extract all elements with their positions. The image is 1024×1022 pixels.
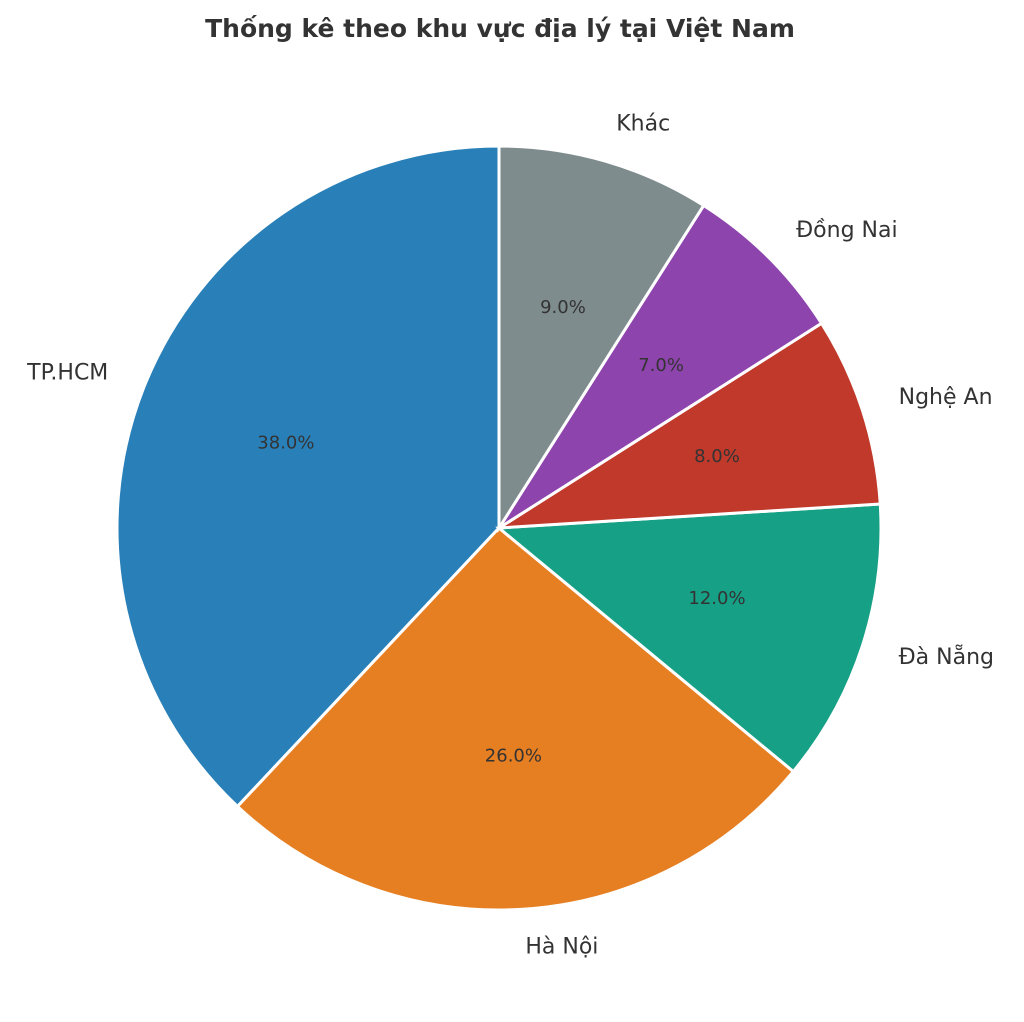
pie-slice	[115, 144, 501, 809]
slice-label: Đà Nẵng	[899, 644, 994, 670]
pie-slice	[497, 144, 706, 534]
chart-title: Thống kê theo khu vực địa lý tại Việt Na…	[205, 14, 795, 43]
value-label: 9.0%	[540, 297, 586, 318]
value-label: 8.0%	[694, 446, 740, 467]
pie-slice	[495, 502, 883, 774]
pie-slice	[498, 321, 882, 530]
pie-slice	[235, 525, 796, 912]
slice-label: Đồng Nai	[796, 218, 897, 243]
value-label: 26.0%	[485, 746, 542, 767]
slice-label: Nghệ An	[899, 385, 993, 410]
slice-label: Hà Nội	[525, 934, 598, 959]
value-label: 12.0%	[688, 588, 745, 609]
slice-label: TP.HCM	[26, 360, 108, 385]
value-label: 7.0%	[638, 355, 684, 376]
pie-slice	[497, 203, 824, 530]
value-label: 38.0%	[257, 433, 314, 454]
slice-label: Khác	[616, 111, 670, 136]
